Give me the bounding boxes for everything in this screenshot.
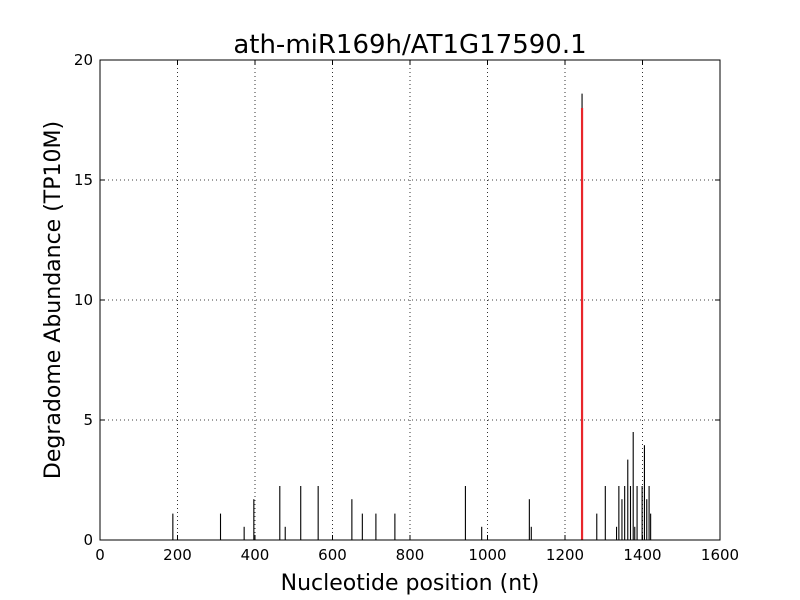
x-tick-label: 1000 xyxy=(468,546,506,564)
y-tick-label: 15 xyxy=(74,171,93,189)
y-tick-label: 10 xyxy=(74,291,93,309)
chart-title: ath-miR169h/AT1G17590.1 xyxy=(233,30,586,60)
x-tick-label: 800 xyxy=(396,546,425,564)
bars-layer xyxy=(172,93,652,540)
y-tick-label: 20 xyxy=(74,51,93,69)
x-tick-label: 1600 xyxy=(701,546,739,564)
grid-layer xyxy=(100,60,720,540)
x-tick-label: 0 xyxy=(95,546,105,564)
x-tick-label: 200 xyxy=(163,546,192,564)
x-axis-title: Nucleotide position (nt) xyxy=(281,571,540,596)
x-tick-label: 600 xyxy=(318,546,347,564)
y-tick-label: 0 xyxy=(83,531,93,549)
x-tick-label: 1400 xyxy=(623,546,661,564)
ticks-layer: 0 200 400 600 800 1000 1200 1400 1600 0 5 10 15 20 xyxy=(74,51,739,564)
x-tick-label: 400 xyxy=(241,546,270,564)
y-tick-label: 5 xyxy=(83,411,93,429)
x-tick-label: 1200 xyxy=(546,546,584,564)
y-axis-title: Degradome Abundance (TP10M) xyxy=(41,121,66,479)
